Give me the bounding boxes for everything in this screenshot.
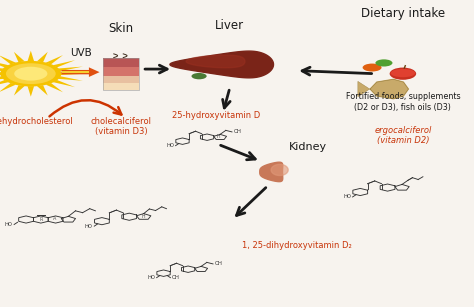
Text: HO: HO — [147, 275, 155, 280]
Text: Dietary intake: Dietary intake — [361, 7, 445, 20]
Text: Kidney: Kidney — [289, 142, 327, 152]
Polygon shape — [58, 76, 83, 81]
Bar — [103, 76, 138, 83]
Text: HO: HO — [166, 143, 174, 148]
Bar — [103, 67, 138, 76]
Polygon shape — [0, 55, 16, 64]
Bar — [103, 58, 138, 67]
Polygon shape — [58, 67, 83, 71]
Polygon shape — [62, 71, 89, 73]
Polygon shape — [14, 85, 25, 95]
Polygon shape — [271, 164, 288, 176]
Polygon shape — [0, 83, 16, 92]
Text: A: A — [53, 216, 56, 221]
Polygon shape — [186, 55, 245, 68]
Text: OH: OH — [233, 130, 241, 134]
Ellipse shape — [191, 73, 207, 79]
Text: H: H — [141, 214, 145, 219]
Text: 1, 25-dihydroxyvitamin D₂: 1, 25-dihydroxyvitamin D₂ — [242, 241, 352, 250]
Text: HO: HO — [5, 222, 12, 227]
Polygon shape — [260, 162, 283, 182]
Bar — [103, 58, 138, 90]
Polygon shape — [0, 76, 4, 81]
Text: Liver: Liver — [215, 19, 245, 32]
Polygon shape — [0, 80, 9, 87]
Polygon shape — [37, 52, 48, 62]
Polygon shape — [27, 51, 34, 61]
Text: cholecalciferol
(vitamin D3): cholecalciferol (vitamin D3) — [91, 117, 151, 136]
Text: Skin: Skin — [108, 22, 134, 35]
Polygon shape — [61, 72, 85, 75]
Text: 25-hydroxyvitamin D: 25-hydroxyvitamin D — [172, 111, 260, 119]
Ellipse shape — [14, 67, 47, 81]
Polygon shape — [46, 83, 63, 92]
Text: H: H — [217, 134, 220, 139]
Text: HO: HO — [343, 194, 351, 200]
Ellipse shape — [0, 61, 61, 87]
Text: ergocalciferol
(vitamin D2): ergocalciferol (vitamin D2) — [374, 126, 432, 145]
Polygon shape — [358, 81, 370, 97]
Text: UVB: UVB — [70, 48, 91, 58]
Polygon shape — [170, 51, 273, 78]
Polygon shape — [37, 85, 48, 95]
Polygon shape — [62, 67, 100, 77]
Ellipse shape — [390, 68, 416, 80]
Polygon shape — [53, 80, 75, 87]
Ellipse shape — [363, 64, 382, 72]
Polygon shape — [14, 52, 25, 62]
Text: OH: OH — [214, 262, 222, 266]
Text: Fortified foods, supplements
(D2 or D3), fish oils (D3): Fortified foods, supplements (D2 or D3),… — [346, 92, 460, 111]
Polygon shape — [0, 60, 9, 68]
Ellipse shape — [391, 69, 415, 77]
Text: OH: OH — [172, 275, 180, 280]
Bar — [103, 83, 138, 90]
Polygon shape — [0, 72, 1, 75]
Ellipse shape — [6, 63, 56, 84]
Polygon shape — [27, 86, 34, 97]
Polygon shape — [0, 67, 4, 71]
Text: 7-dehydrocholesterol: 7-dehydrocholesterol — [0, 117, 73, 126]
Ellipse shape — [375, 59, 392, 67]
Polygon shape — [370, 80, 408, 99]
Text: R: R — [39, 217, 43, 222]
Polygon shape — [53, 60, 75, 68]
Text: HO: HO — [85, 223, 92, 229]
Polygon shape — [46, 55, 63, 64]
